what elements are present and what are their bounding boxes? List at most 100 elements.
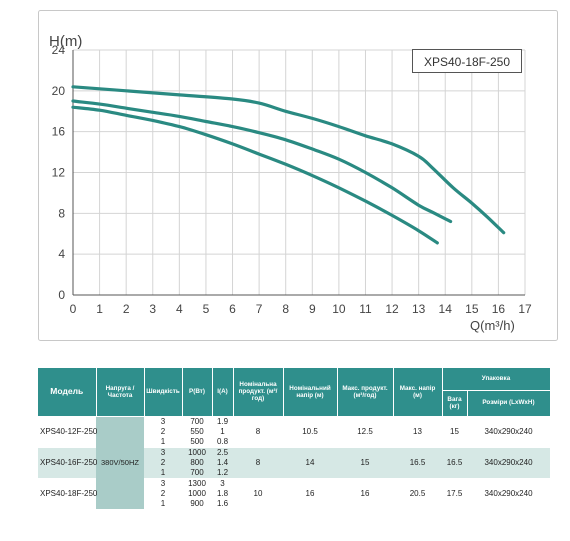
size-cell: 340x290x240	[467, 446, 550, 478]
speed-cell: 3	[160, 416, 166, 426]
x-axis-label: Q(m³/h)	[470, 318, 515, 333]
speed-cell: 1	[160, 498, 166, 508]
nominal-head-cell: 10.5	[302, 426, 318, 436]
x-tick-label: 9	[309, 302, 316, 316]
speed-cell: 1	[160, 436, 166, 446]
x-tick-label: 13	[412, 302, 426, 316]
weight-cell: 15	[450, 426, 459, 436]
table-row: XPS40-12F-250 380V/50HZ 3 700 1.9 8 10.5…	[38, 416, 550, 509]
header-nominal-flow: Номінальна продукт. (м³/год)	[233, 368, 284, 417]
weight-cell: 16.5	[442, 446, 467, 478]
y-tick-label: 24	[52, 43, 66, 57]
speed-cell: 1	[144, 467, 182, 478]
y-tick-label: 4	[58, 247, 65, 261]
model-label-text: XPS40-18F-250	[424, 55, 510, 69]
size-cell: 340x290x240	[484, 426, 533, 436]
power-cell: 1000	[182, 446, 212, 458]
max-flow-cell: 15	[337, 446, 393, 478]
series-line-1	[71, 85, 506, 235]
speed-cell: 2	[144, 457, 182, 468]
table-row: XPS40-18F-250 3 1300 3 10 16 16 20.5 17.…	[38, 477, 550, 509]
current-cell: 1.6	[216, 498, 229, 508]
x-tick-label: 11	[359, 302, 372, 316]
x-tick-label: 5	[203, 302, 210, 316]
current-cell: 1.9	[216, 416, 229, 426]
model-name: XPS40-18F-250	[38, 477, 97, 509]
current-cell: 2.5	[212, 446, 233, 458]
power-cell: 550	[190, 426, 204, 436]
max-head-cell: 16.5	[393, 446, 442, 478]
model-name: XPS40-12F-250	[40, 426, 98, 436]
x-tick-label: 8	[282, 302, 289, 316]
size-cell: 340x290x240	[467, 477, 550, 509]
nominal-head-cell: 16	[283, 477, 337, 509]
speed-cell: 3	[144, 446, 182, 458]
table-row: 1 700 1.2	[38, 467, 550, 478]
power-cell: 1000	[188, 488, 206, 498]
header-weight: Вага (кг)	[442, 390, 468, 417]
max-head-cell: 13	[413, 426, 422, 436]
header-nominal-head: Номінальний напір (м)	[283, 368, 338, 417]
current-cell: 1.4	[212, 457, 233, 468]
header-model: Модель	[38, 368, 97, 417]
table-row: 2 1000 1.8	[38, 489, 550, 499]
x-tick-label: 17	[518, 302, 532, 316]
y-tick-label: 0	[58, 288, 65, 302]
nominal-flow-cell: 8	[233, 446, 283, 478]
speed-cell: 2	[160, 488, 166, 498]
pump-curve-chart: 0 4 8 12 16 20 24 0 1 2 3 4 5 6 7 8 9 10 11 12 13 14 15 16 17 H…	[38, 10, 558, 341]
x-tick-label: 6	[229, 302, 236, 316]
table-row: XPS40-16F-250 3 1000 2.5 8 14 15 16.5 16…	[38, 446, 550, 478]
header-max-head: Макс. напір (м)	[393, 368, 443, 417]
x-tick-label: 3	[149, 302, 156, 316]
model-label-box	[412, 49, 522, 73]
power-cell: 800	[182, 457, 212, 468]
speed-cell: 2	[160, 426, 166, 436]
x-tick-label: 10	[332, 302, 346, 316]
x-tick-label: 0	[70, 302, 77, 316]
x-tick-label: 4	[176, 302, 183, 316]
current-cell: 0.8	[216, 436, 229, 446]
header-power: P(Вт)	[182, 368, 213, 417]
table-row: 2 800 1.4	[38, 457, 550, 468]
power-cell: 900	[190, 498, 204, 508]
x-tick-label: 1	[96, 302, 103, 316]
power-cell: 500	[190, 436, 204, 446]
table-row: 1 900 1.6	[38, 499, 550, 509]
x-tick-label: 16	[492, 302, 506, 316]
x-tick-label: 7	[256, 302, 263, 316]
current-cell: 3	[212, 477, 233, 489]
x-tick-label: 14	[439, 302, 453, 316]
header-current: I(A)	[212, 368, 234, 417]
header-size: Розміри (LxWxH)	[467, 390, 551, 417]
y-axis-label: H(m)	[49, 33, 82, 50]
x-tick-label: 2	[123, 302, 130, 316]
nominal-flow-cell: 8	[255, 426, 261, 436]
table-row: 1 500 0.8	[38, 437, 550, 448]
current-cell: 1.2	[212, 467, 233, 478]
series-line-2	[71, 99, 453, 224]
header-speed: Швидкість	[144, 368, 183, 417]
header-voltage: Напруга /Частота	[96, 368, 145, 417]
header-packaging: Упаковка	[442, 368, 551, 391]
y-tick-label: 20	[52, 84, 66, 98]
weight-cell: 17.5	[442, 477, 467, 509]
y-tick-label: 8	[58, 206, 65, 220]
max-flow-cell: 16	[337, 477, 393, 509]
power-cell: 1300	[182, 477, 212, 489]
current-cell: 1.8	[216, 488, 229, 498]
voltage-cell: 380V/50HZ	[96, 416, 144, 509]
y-tick-label: 16	[52, 125, 66, 139]
x-tick-label: 12	[385, 302, 399, 316]
max-flow-cell: 12.5	[357, 426, 373, 436]
nominal-head-cell: 14	[283, 446, 337, 478]
table-row: 2 550 1	[38, 427, 550, 437]
power-cell: 700	[190, 416, 204, 426]
max-head-cell: 20.5	[393, 477, 442, 509]
x-tick-label: 15	[465, 302, 479, 316]
current-cell: 1	[220, 426, 225, 436]
speed-cell: 3	[144, 477, 182, 489]
header-max-flow: Макс. продукт. (м³/год)	[337, 368, 394, 417]
power-cell: 700	[182, 467, 212, 478]
y-tick-label: 12	[52, 166, 66, 180]
